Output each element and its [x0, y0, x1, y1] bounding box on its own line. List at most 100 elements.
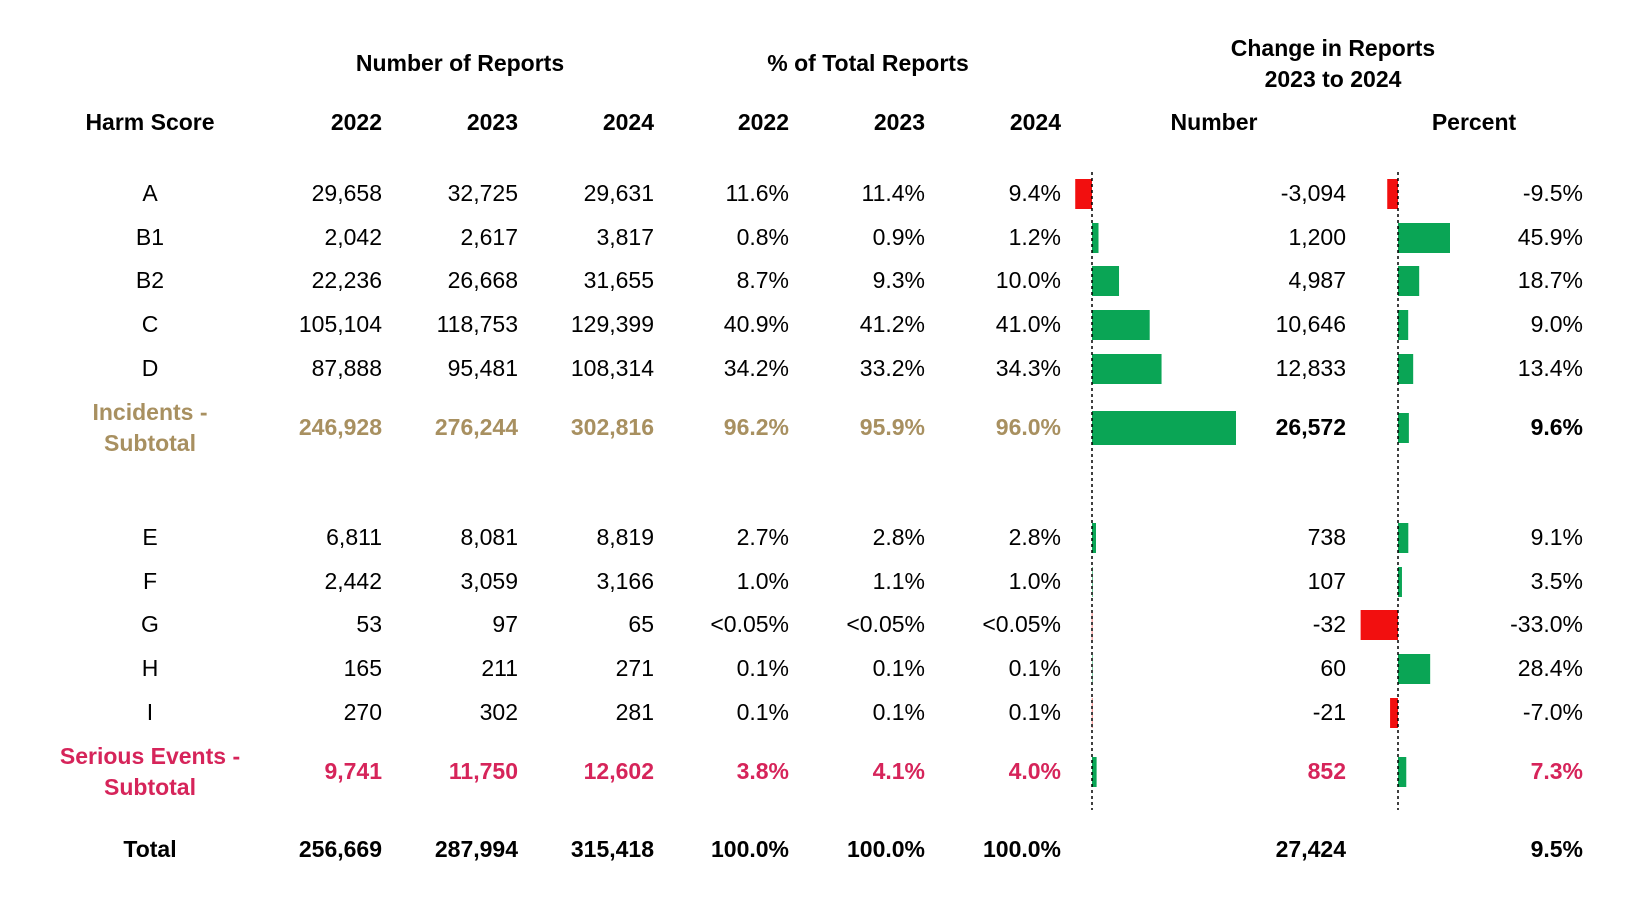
cell-change-number: 4,987	[1288, 267, 1346, 293]
row-label: B1	[135, 224, 165, 250]
cell-n2022: 256,669	[298, 836, 382, 862]
cell-n2023: 211	[481, 655, 518, 681]
col-header-n2024: 2024	[602, 109, 654, 135]
col-header-n2023: 2023	[466, 109, 518, 135]
cell-p2024: 9.4%	[1008, 180, 1061, 206]
cell-n2024: 302,816	[570, 414, 654, 440]
cell-n2024: 29,631	[583, 180, 654, 206]
cell-p2024: <0.05%	[982, 611, 1061, 637]
change-number-bar	[1092, 223, 1099, 253]
cell-change-number: 107	[1307, 568, 1346, 594]
cell-n2024: 65	[628, 611, 654, 637]
row-label: C	[141, 311, 159, 337]
cell-p2023: 95.9%	[859, 414, 925, 440]
cell-p2024: 10.0%	[995, 267, 1061, 293]
col-header-p2023: 2023	[873, 109, 925, 135]
change-percent-bar	[1398, 310, 1409, 340]
cell-change-number: 10,646	[1275, 311, 1346, 337]
cell-change-percent: 9.0%	[1530, 311, 1583, 337]
row-label: Total	[123, 836, 177, 862]
cell-n2022: 270	[343, 699, 382, 725]
cell-p2023: 0.1%	[872, 655, 925, 681]
cell-n2022: 29,658	[311, 180, 382, 206]
cell-p2024: 0.1%	[1008, 655, 1061, 681]
cell-p2022: 3.8%	[736, 758, 789, 784]
row-label: I	[146, 699, 154, 725]
cell-p2022: 40.9%	[723, 311, 789, 337]
cell-change-number: 738	[1307, 524, 1346, 550]
change-number-bar	[1092, 411, 1236, 445]
cell-change-number: -3,094	[1280, 180, 1346, 206]
change-percent-bar	[1398, 654, 1431, 684]
cell-n2024: 3,817	[596, 224, 654, 250]
row-label: G	[141, 611, 159, 637]
cell-n2022: 2,442	[324, 568, 382, 594]
cell-p2023: 41.2%	[859, 311, 925, 337]
header-change-line1: Change in Reports	[1230, 35, 1436, 61]
change-percent-bar	[1390, 698, 1398, 728]
cell-n2024: 3,166	[596, 568, 654, 594]
change-percent-bar	[1398, 223, 1450, 253]
change-percent-bar	[1398, 266, 1420, 296]
cell-change-number: -21	[1312, 699, 1346, 725]
cell-n2024: 315,418	[570, 836, 654, 862]
header-change-line2: 2023 to 2024	[1264, 66, 1402, 92]
change-number-bar	[1092, 757, 1097, 787]
cell-p2023: 0.9%	[872, 224, 925, 250]
change-number-bar	[1092, 523, 1096, 553]
cell-change-number: 26,572	[1275, 414, 1346, 440]
cell-n2022: 9,741	[324, 758, 382, 784]
cell-n2023: 11,750	[448, 758, 518, 784]
cell-p2023: 1.1%	[872, 568, 925, 594]
cell-p2024: 2.8%	[1008, 524, 1061, 550]
cell-p2022: <0.05%	[710, 611, 789, 637]
cell-p2022: 2.7%	[736, 524, 789, 550]
col-header-change-percent: Percent	[1431, 109, 1517, 135]
cell-change-percent: 7.3%	[1530, 758, 1583, 784]
cell-n2023: 32,725	[447, 180, 518, 206]
cell-p2023: 11.4%	[861, 180, 925, 206]
cell-n2024: 8,819	[596, 524, 654, 550]
cell-n2023: 95,481	[447, 355, 518, 381]
cell-change-number: 60	[1320, 655, 1346, 681]
cell-n2024: 12,602	[583, 758, 654, 784]
cell-change-percent: 28.4%	[1517, 655, 1583, 681]
row-label: H	[141, 655, 159, 681]
cell-p2024: 0.1%	[1008, 699, 1061, 725]
cell-n2023: 3,059	[460, 568, 518, 594]
cell-change-percent: 9.1%	[1530, 524, 1583, 550]
cell-n2023: 276,244	[434, 414, 518, 440]
cell-n2023: 8,081	[460, 524, 518, 550]
cell-n2022: 165	[343, 655, 382, 681]
col-header-change-number: Number	[1170, 109, 1258, 135]
cell-p2024: 96.0%	[995, 414, 1061, 440]
cell-n2022: 246,928	[298, 414, 382, 440]
change-number-bar	[1092, 354, 1162, 384]
cell-p2023: 100.0%	[846, 836, 925, 862]
row-label: D	[141, 355, 159, 381]
cell-p2024: 1.2%	[1008, 224, 1061, 250]
cell-n2024: 281	[615, 699, 654, 725]
cell-n2024: 129,399	[570, 311, 654, 337]
cell-p2022: 100.0%	[710, 836, 789, 862]
cell-p2023: 0.1%	[872, 699, 925, 725]
cell-p2024: 100.0%	[982, 836, 1061, 862]
cell-n2023: 26,668	[447, 267, 518, 293]
cell-change-percent: 13.4%	[1517, 355, 1583, 381]
change-percent-bar	[1398, 523, 1409, 553]
cell-change-number: -32	[1312, 611, 1346, 637]
cell-change-number: 12,833	[1275, 355, 1346, 381]
cell-p2024: 41.0%	[995, 311, 1061, 337]
row-label: F	[142, 568, 158, 594]
cell-p2023: <0.05%	[846, 611, 925, 637]
cell-change-percent: 45.9%	[1517, 224, 1583, 250]
cell-p2023: 9.3%	[872, 267, 925, 293]
cell-n2024: 271	[615, 655, 654, 681]
change-percent-bar	[1398, 757, 1407, 787]
cell-change-percent: -7.0%	[1522, 699, 1583, 725]
col-header-p2024: 2024	[1009, 109, 1061, 135]
cell-n2023: 97	[492, 611, 518, 637]
cell-p2022: 0.8%	[736, 224, 789, 250]
